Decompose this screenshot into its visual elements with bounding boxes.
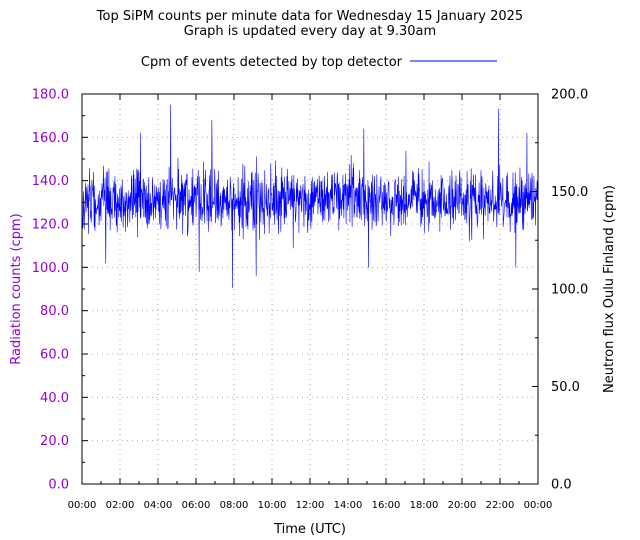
- x-tick-label: 16:00: [372, 500, 401, 511]
- x-axis-label: Time (UTC): [273, 522, 346, 537]
- y-right-tick-label: 150.0: [551, 185, 588, 200]
- y-right-axis-label: Neutron flux Oulu Finland (cpm): [602, 185, 617, 393]
- x-tick-label: 22:00: [486, 500, 515, 511]
- y-right-tick-label: 200.0: [551, 88, 588, 103]
- y-right-tick-label: 100.0: [551, 283, 588, 298]
- y-right-tick-label: 50.0: [551, 380, 580, 395]
- x-tick-label: 06:00: [182, 500, 211, 511]
- y-left-tick-label: 180.0: [32, 88, 69, 103]
- x-axis: 00:00 02:00 04:00 06:00 08:00 10:00 12:00 14:00…: [68, 94, 553, 511]
- x-tick-label: 10:00: [258, 500, 287, 511]
- x-tick-label: 00:00: [524, 500, 553, 511]
- chart-title: Top SiPM counts per minute data for Wedn…: [96, 9, 523, 24]
- legend: Cpm of events detected by top detector: [141, 55, 497, 70]
- y-left-tick-label: 20.0: [40, 434, 69, 449]
- y-left-tick-label: 140.0: [32, 174, 69, 189]
- y-left-axis-label: Radiation counts (cpm): [9, 213, 24, 364]
- y-left-axis: 0.0 20.0 40.0 60.0 80.0 100.0 120.0 140.0 160.0 1…: [32, 88, 88, 493]
- x-tick-label: 08:00: [220, 500, 249, 511]
- series-line: [81, 104, 539, 289]
- x-tick-label: 12:00: [296, 500, 325, 511]
- x-tick-label: 04:00: [144, 500, 173, 511]
- y-left-tick-label: 60.0: [40, 348, 69, 363]
- x-tick-label: 00:00: [68, 500, 97, 511]
- legend-label: Cpm of events detected by top detector: [141, 55, 403, 70]
- x-tick-label: 20:00: [448, 500, 477, 511]
- chart-subtitle: Graph is updated every day at 9.30am: [184, 24, 436, 39]
- x-tick-label: 18:00: [410, 500, 439, 511]
- y-right-tick-label: 0.0: [551, 478, 572, 493]
- y-right-axis: 0.0 50.0 100.0 150.0 200.0: [532, 88, 588, 493]
- y-left-tick-label: 120.0: [32, 218, 69, 233]
- series-layer: [81, 104, 539, 289]
- y-left-tick-label: 160.0: [32, 131, 69, 146]
- y-left-tick-label: 80.0: [40, 304, 69, 319]
- y-left-tick-label: 40.0: [40, 391, 69, 406]
- grid: [82, 94, 538, 484]
- y-left-tick-label: 0.0: [48, 478, 69, 493]
- x-tick-label: 02:00: [106, 500, 135, 511]
- x-tick-label: 14:00: [334, 500, 363, 511]
- y-left-tick-label: 100.0: [32, 261, 69, 276]
